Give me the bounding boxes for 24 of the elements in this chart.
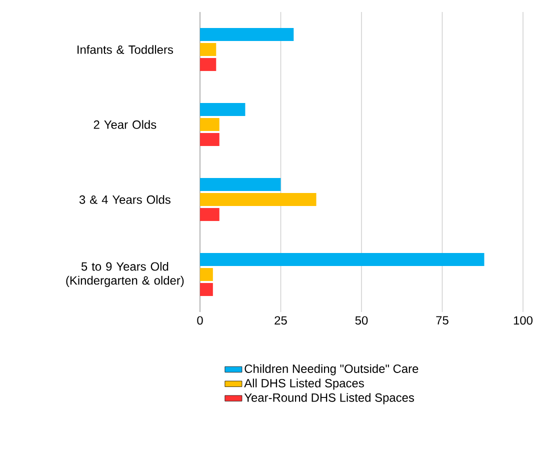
bar: [200, 28, 294, 41]
x-tick-label: 100: [514, 316, 533, 325]
bar: [200, 178, 281, 191]
bar: [200, 208, 220, 221]
x-tick-label: 75: [436, 316, 448, 325]
y-tick-label: 5 to 9 Years Old (Kindergarten & older): [66, 262, 184, 288]
bar: [200, 253, 484, 266]
x-tick-label: 50: [355, 316, 368, 325]
legend-label: All DHS Listed Spaces: [244, 378, 364, 390]
y-tick-label: Infants & Toddlers: [78, 45, 174, 54]
bar: [200, 283, 213, 296]
bar: [200, 268, 213, 281]
y-tick-label: 2 Year Olds: [94, 120, 156, 129]
x-tick-label: 25: [274, 316, 287, 325]
bar: [200, 43, 216, 56]
bar: [200, 103, 246, 116]
bar: [200, 118, 220, 131]
x-tick-label: 0: [197, 316, 203, 325]
y-tick-label: 3 & 4 Years Olds: [79, 195, 170, 204]
legend-label: Year-Round DHS Listed Spaces: [244, 393, 414, 404]
legend-label: Children Needing "Outside" Care: [244, 364, 418, 376]
bar: [200, 193, 316, 206]
bar: [200, 133, 220, 146]
bar: [200, 58, 216, 71]
